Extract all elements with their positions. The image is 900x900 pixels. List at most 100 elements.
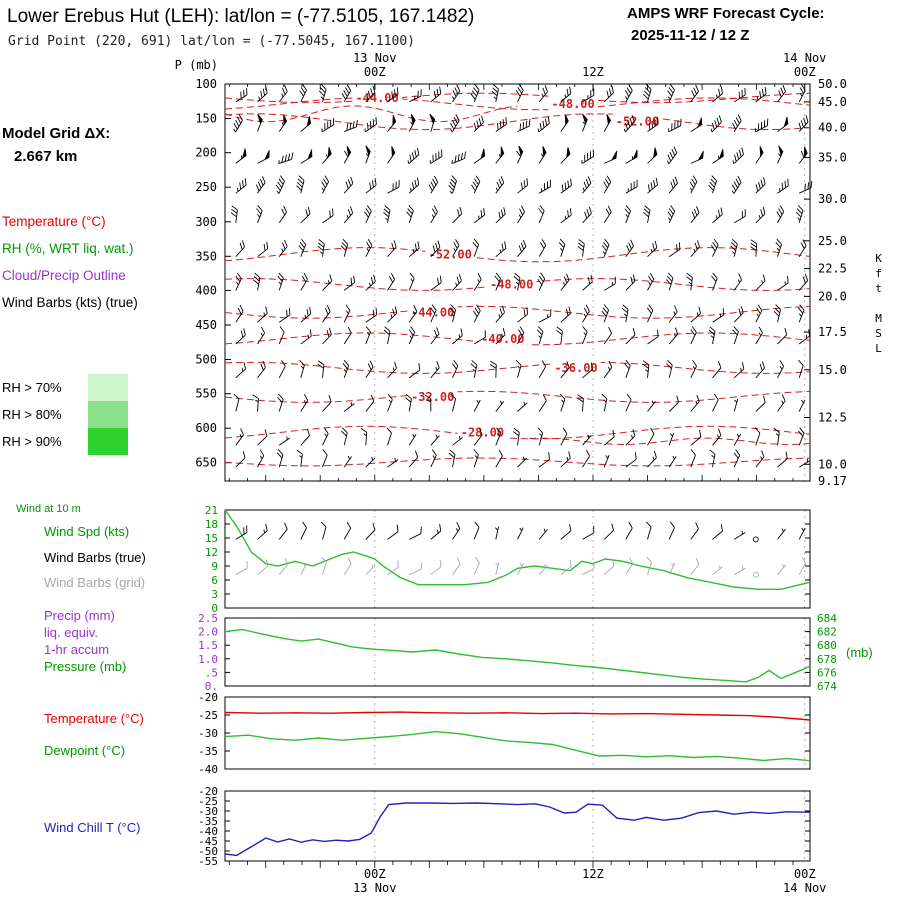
right-tick-label: 676 [817,666,837,679]
top-axis-date: 13 Nov [353,51,396,65]
height-tick-label: 35.0 [818,150,847,164]
pressure-tick-label: 400 [195,283,217,297]
rh-70-swatch [88,374,128,401]
height-tick-label: 9.17 [818,474,847,488]
rh-legend-label: RH > 70% [2,380,62,395]
main-meteogram-panel: 100 150 200 250 300 350 400 450 500 550 600 650 50.0… [195,51,847,488]
height-tick-label: 12.5 [818,410,847,424]
y-tick-label: -50 [198,845,218,858]
top-axis-hour: 00Z [794,65,816,79]
height-tick-label: 30.0 [818,192,847,206]
right-tick-label: 678 [817,653,837,666]
rh-legend-row: RH > 80% [2,401,128,428]
legend-rh: RH (%, WRT liq. wat.) [2,241,134,256]
contour-label: -52.00 [429,248,472,262]
y-tick-label: 1.0 [198,653,218,666]
wind-speed-line [224,509,811,590]
wind-barb-field [230,83,813,468]
legend-dewpoint: Dewpoint (°C) [44,743,126,758]
rh-legend-label: RH > 90% [2,434,62,449]
y-tick-label: -55 [198,855,218,868]
rh-90-swatch [88,428,128,455]
pressure-tick-label: 250 [195,180,217,194]
y-tick-label: .5 [205,666,218,679]
y-tick-label: -20 [198,691,218,704]
bottom-axis-date: 13 Nov [353,881,396,895]
legend-temperature-panel: Temperature (°C) [44,711,144,726]
contour-label: -32.00 [411,390,454,404]
legend-wind-speed: Wind Spd (kts) [44,524,130,539]
pressure-tick-label: 350 [195,249,217,263]
top-axis-date: 14 Nov [783,51,826,65]
page-title: Lower Erebus Hut (LEH): lat/lon = (-77.5… [7,6,475,27]
grid-dx-value: 2.667 km [14,148,78,165]
legend-cloud-precip: Cloud/Precip Outline [2,268,126,283]
height-tick-label: 40.0 [818,121,847,135]
pressure-tick-label: 150 [195,112,217,126]
pressure-tick-label: 500 [195,353,217,367]
height-tick-label: 10.0 [818,457,847,471]
y-tick-label: -40 [198,763,218,776]
y-tick-label: 2.5 [198,612,218,625]
right-tick-label: 684 [817,612,837,625]
top-axis-hour: 12Z [582,65,604,79]
contour-label: -28.00 [461,426,504,440]
right-tick-label: 682 [817,626,837,639]
y-tick-label: 18 [205,518,218,531]
pressure-tick-label: 300 [195,215,217,229]
y-tick-label: -20 [198,785,218,798]
contour-label: -48.00 [490,277,533,291]
y-tick-label: -30 [198,727,218,740]
pressure-tick-label: 450 [195,318,217,332]
y-tick-label: 0. [205,680,218,693]
y-tick-label: 3 [211,588,218,601]
height-tick-label: 50.0 [818,77,847,91]
contour-label: -36.00 [554,361,597,375]
y-tick-label: 2.0 [198,626,218,639]
rh-legend-row: RH > 70% [2,374,128,401]
forecast-cycle-label: AMPS WRF Forecast Cycle: [627,5,825,22]
legend-wind-barbs: Wind Barbs (kts) (true) [2,295,138,310]
pressure-tick-label: 600 [195,421,217,435]
height-tick-label: 25.0 [818,234,847,248]
y-tick-label: -35 [198,815,218,828]
pressure-tick-label: 200 [195,146,217,160]
right-tick-label: 680 [817,639,837,652]
y-tick-label: 6 [211,574,218,587]
height-tick-label: 15.0 [818,363,847,377]
wind-10m-header: Wind at 10 m [16,503,81,515]
bottom-axis-hour: 12Z [582,867,604,881]
legend-wind-barbs-true: Wind Barbs (true) [44,550,146,565]
pressure-line [224,628,811,683]
pressure-tick-label: 650 [195,456,217,470]
pressure-axis-label: P (mb) [174,58,218,72]
temp-dew-panel: -20 -25 -30 -35 -40 [198,691,811,776]
bottom-axis-date: 14 Nov [783,881,826,895]
y-tick-label: -35 [198,745,218,758]
height-tick-label: 17.5 [818,325,847,339]
pressure-tick-label: 100 [195,77,217,91]
wind-chill-panel: -20-25-30-35-40-45-50-55 [198,785,811,868]
legend-wind-barbs-grid: Wind Barbs (grid) [44,575,146,590]
legend-1hr-accum: 1-hr accum [44,642,110,657]
height-axis-unit-label: Kft MSL [872,252,885,357]
top-axis-hour: 00Z [364,65,386,79]
pressure-axis-unit: (mb) [846,645,873,660]
rh-legend-row: RH > 90% [2,428,128,455]
right-tick-label: 674 [817,680,837,693]
y-tick-label: 1.5 [198,639,218,652]
y-tick-label: 12 [205,546,218,559]
wind-chill-line [224,802,811,857]
height-tick-label: 22.5 [818,262,847,276]
contour-label: -40.00 [481,332,524,346]
y-tick-label: 21 [205,504,218,517]
y-tick-label: -25 [198,795,218,808]
legend-pressure: Pressure (mb) [44,659,127,674]
rh-legend-label: RH > 80% [2,407,62,422]
bottom-axis-hour: 00Z [364,867,386,881]
rh-80-swatch [88,401,128,428]
grid-dx-label: Model Grid ΔX: [2,125,111,142]
